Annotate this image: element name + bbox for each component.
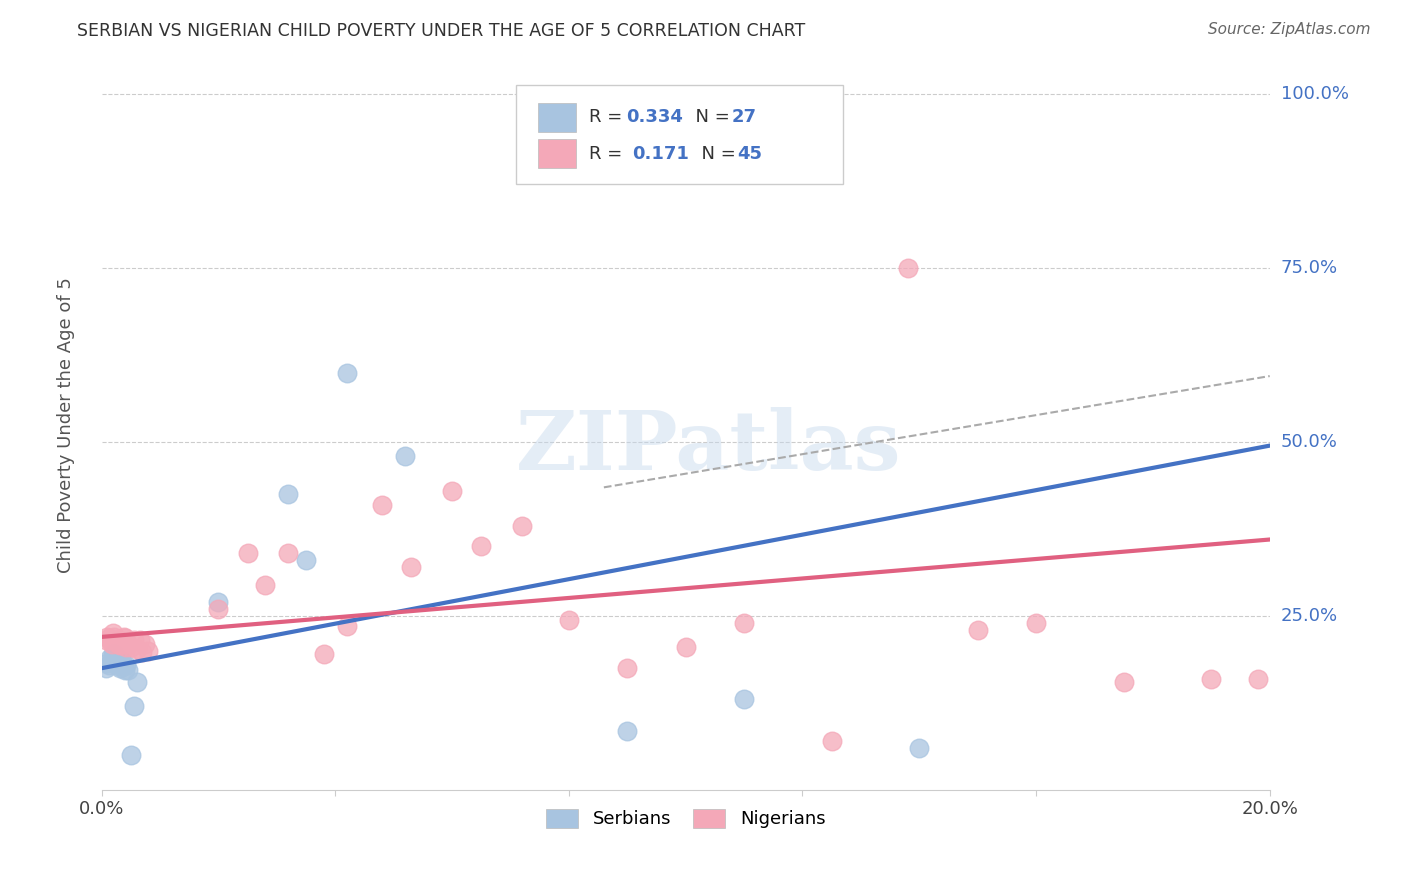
- Point: [101, 637, 124, 651]
- Point: [96, 630, 118, 644]
- Point: [114, 632, 136, 646]
- Point: [733, 692, 755, 706]
- Point: [470, 540, 492, 554]
- Point: [98, 633, 121, 648]
- Point: [616, 723, 638, 738]
- Point: [394, 449, 416, 463]
- Point: [105, 633, 128, 648]
- Point: [110, 661, 132, 675]
- Point: [108, 659, 131, 673]
- Point: [558, 613, 581, 627]
- Point: [733, 615, 755, 630]
- Point: [134, 637, 156, 651]
- Point: [207, 602, 229, 616]
- FancyBboxPatch shape: [516, 85, 844, 184]
- Point: [103, 648, 125, 662]
- Point: [97, 657, 120, 672]
- Point: [128, 633, 150, 648]
- Point: [675, 640, 697, 655]
- Point: [117, 663, 139, 677]
- Point: [115, 640, 138, 655]
- Point: [440, 483, 463, 498]
- Point: [96, 633, 118, 648]
- Point: [312, 648, 335, 662]
- Point: [101, 654, 124, 668]
- Point: [131, 645, 153, 659]
- Point: [114, 663, 136, 677]
- FancyBboxPatch shape: [538, 139, 576, 169]
- Point: [616, 661, 638, 675]
- Point: [295, 553, 318, 567]
- Text: 45: 45: [737, 145, 762, 163]
- Point: [112, 659, 135, 673]
- Text: N =: N =: [685, 108, 735, 127]
- Point: [96, 661, 118, 675]
- Text: 75.0%: 75.0%: [1281, 260, 1339, 277]
- Point: [236, 546, 259, 560]
- Point: [1247, 672, 1270, 686]
- Point: [103, 626, 125, 640]
- Text: 50.0%: 50.0%: [1281, 434, 1337, 451]
- Point: [112, 630, 135, 644]
- Point: [117, 637, 139, 651]
- Point: [111, 654, 134, 668]
- Point: [254, 578, 277, 592]
- Point: [110, 638, 132, 652]
- Point: [122, 699, 145, 714]
- Text: Source: ZipAtlas.com: Source: ZipAtlas.com: [1208, 22, 1371, 37]
- Point: [207, 595, 229, 609]
- Point: [107, 637, 129, 651]
- Point: [97, 632, 120, 646]
- Point: [908, 741, 931, 756]
- Point: [277, 546, 299, 560]
- Text: 25.0%: 25.0%: [1281, 607, 1339, 625]
- Point: [122, 633, 145, 648]
- Point: [120, 640, 142, 655]
- Point: [103, 648, 125, 662]
- FancyBboxPatch shape: [538, 103, 576, 132]
- Point: [1025, 615, 1047, 630]
- Text: ZIPatlas: ZIPatlas: [516, 407, 901, 487]
- Point: [136, 644, 159, 658]
- Point: [125, 675, 148, 690]
- Point: [103, 630, 125, 644]
- Text: 27: 27: [731, 108, 756, 127]
- Point: [399, 560, 422, 574]
- Text: R =: R =: [589, 145, 634, 163]
- Point: [1201, 672, 1223, 686]
- Point: [108, 633, 131, 648]
- Text: N =: N =: [690, 145, 742, 163]
- Point: [897, 261, 920, 276]
- Text: 100.0%: 100.0%: [1281, 86, 1348, 103]
- Point: [96, 657, 118, 671]
- Point: [1112, 675, 1135, 690]
- Text: 0.334: 0.334: [626, 108, 683, 127]
- Point: [105, 652, 128, 666]
- Text: 0.171: 0.171: [631, 145, 689, 163]
- Point: [111, 637, 134, 651]
- Point: [371, 498, 394, 512]
- Point: [336, 366, 359, 380]
- Text: SERBIAN VS NIGERIAN CHILD POVERTY UNDER THE AGE OF 5 CORRELATION CHART: SERBIAN VS NIGERIAN CHILD POVERTY UNDER …: [77, 22, 806, 40]
- Text: R =: R =: [589, 108, 627, 127]
- Point: [98, 650, 121, 665]
- Y-axis label: Child Poverty Under the Age of 5: Child Poverty Under the Age of 5: [58, 277, 75, 573]
- Point: [277, 487, 299, 501]
- Point: [115, 657, 138, 672]
- Legend: Serbians, Nigerians: Serbians, Nigerians: [538, 802, 832, 836]
- Point: [125, 642, 148, 657]
- Point: [966, 623, 988, 637]
- Point: [120, 748, 142, 763]
- Point: [821, 734, 844, 748]
- Point: [336, 619, 359, 633]
- Point: [510, 518, 533, 533]
- Point: [107, 657, 129, 671]
